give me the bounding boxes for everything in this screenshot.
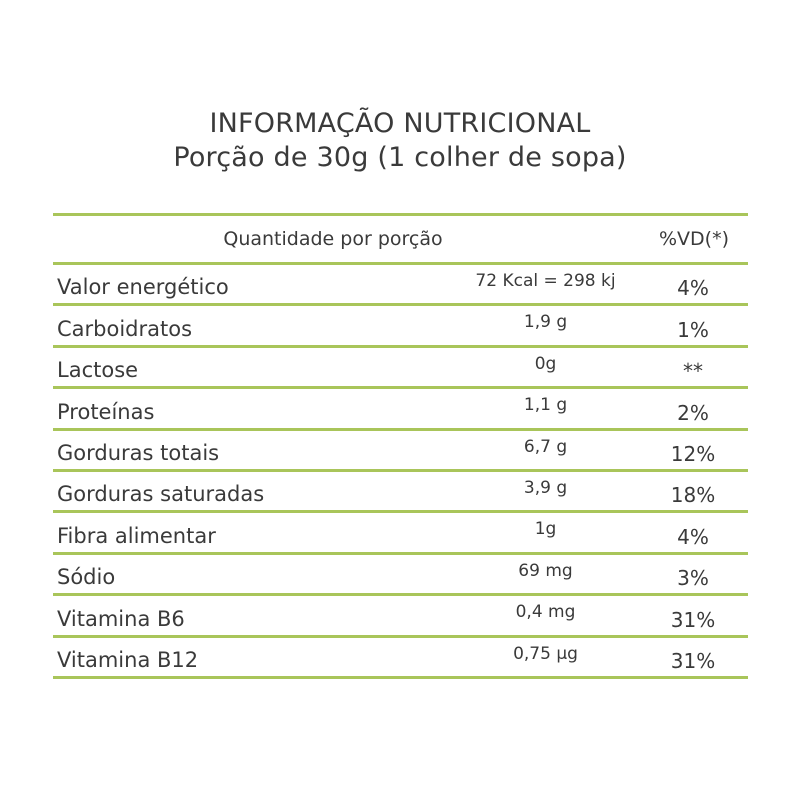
table-row: Proteínas 1,1 g 2%: [53, 389, 748, 427]
header-daily-value: %VD(*): [658, 228, 729, 250]
nutrient-daily-value: 2%: [677, 400, 709, 425]
nutrient-daily-value: 31%: [670, 607, 716, 632]
nutrient-name: Carboidratos: [57, 316, 193, 341]
nutrient-amount: 6,7 g: [523, 436, 568, 457]
table-row: Gorduras totais 6,7 g 12%: [53, 431, 748, 469]
nutrient-amount: 1g: [534, 519, 557, 540]
nutrient-amount: 0g: [534, 353, 557, 374]
nutrient-daily-value: **: [683, 359, 703, 384]
nutrient-name: Vitamina B6: [57, 606, 185, 631]
nutrient-amount: 69 mg: [518, 560, 573, 581]
table-divider: [53, 262, 748, 265]
nutrient-daily-value: 18%: [670, 483, 716, 508]
table-divider: [53, 593, 748, 597]
nutrient-daily-value: 4%: [677, 524, 709, 549]
table-divider: [53, 675, 748, 679]
table-row: Carboidratos 1,9 g 1%: [53, 306, 748, 344]
nutrient-amount: 72 Kcal = 298 kj: [475, 271, 616, 291]
table-row: Vitamina B12 0,75 µg 31%: [53, 638, 748, 676]
table-divider: [53, 386, 748, 390]
table-header: Quantidade por porção %VD(*): [53, 216, 748, 262]
nutrient-name: Gorduras saturadas: [57, 482, 265, 507]
serving-size-subtitle: Porção de 30g (1 colher de sopa): [173, 142, 627, 173]
table-divider: [53, 213, 748, 216]
nutrition-table: Quantidade por porção %VD(*) Valor energ…: [53, 213, 748, 679]
nutrient-amount: 1,1 g: [523, 395, 568, 416]
nutrient-amount: 0,4 mg: [515, 602, 576, 623]
nutrient-name: Sódio: [57, 565, 116, 590]
table-divider: [53, 468, 748, 472]
table-row: Lactose 0g **: [53, 348, 748, 386]
table-divider: [53, 303, 748, 307]
nutrient-name: Lactose: [57, 358, 139, 383]
table-row: Vitamina B6 0,4 mg 31%: [53, 596, 748, 634]
header-quantity-per-serving: Quantidade por porção: [223, 228, 443, 250]
nutrient-daily-value: 1%: [677, 317, 709, 342]
table-row: Sódio 69 mg 3%: [53, 555, 748, 593]
table-divider: [53, 551, 748, 555]
nutrient-name: Fibra alimentar: [57, 523, 216, 548]
table-divider: [53, 634, 748, 638]
table-divider: [53, 510, 748, 514]
nutrient-daily-value: 12%: [670, 441, 716, 466]
nutrient-amount: 3,9 g: [523, 477, 568, 498]
table-divider: [53, 344, 748, 348]
table-row: Valor energético 72 Kcal = 298 kj 4%: [53, 265, 748, 303]
nutrient-daily-value: 4%: [677, 276, 709, 301]
nutrient-amount: 0,75 µg: [513, 643, 578, 664]
nutrient-amount: 1,9 g: [523, 312, 568, 333]
nutrient-daily-value: 3%: [677, 566, 709, 591]
nutrient-name: Vitamina B12: [57, 647, 199, 672]
nutrient-name: Gorduras totais: [57, 440, 220, 465]
nutrient-name: Valor energético: [57, 275, 229, 300]
table-divider: [53, 427, 748, 431]
table-row: Gorduras saturadas 3,9 g 18%: [53, 472, 748, 510]
table-row: Fibra alimentar 1g 4%: [53, 513, 748, 551]
nutrition-title: INFORMAÇÃO NUTRICIONAL: [209, 108, 591, 139]
nutrient-name: Proteínas: [57, 399, 155, 424]
nutrient-daily-value: 31%: [670, 648, 716, 673]
